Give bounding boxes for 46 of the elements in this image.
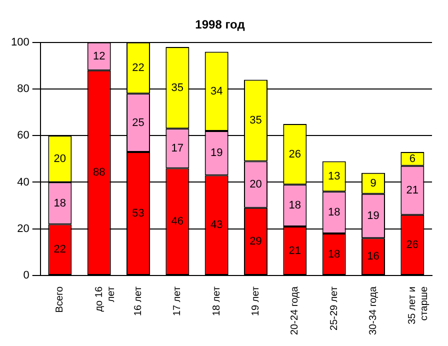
data-label: 22 (54, 244, 66, 256)
x-tick-label: до 16 лет (94, 286, 117, 312)
chart-title: 1998 год (195, 18, 246, 32)
data-label: 18 (328, 206, 340, 219)
data-label: 19 (210, 147, 223, 160)
data-label: 21 (288, 244, 302, 257)
data-label: 53 (132, 207, 144, 220)
x-tick-label: 19 лет (250, 286, 262, 316)
data-label: 22 (132, 62, 144, 74)
data-label: 21 (406, 184, 419, 196)
data-label: 19 (367, 210, 380, 222)
x-tick-label: 16 лет (133, 286, 144, 316)
data-label: 26 (406, 238, 419, 251)
data-label: 20 (250, 178, 262, 191)
data-label: 35 (250, 114, 262, 127)
data-label: 6 (409, 152, 416, 165)
x-tick-label: 18 лет (211, 286, 222, 316)
data-label: 16 (367, 250, 380, 263)
data-label: 18 (288, 200, 302, 212)
data-label: 18 (328, 248, 340, 260)
data-label: 9 (370, 177, 376, 190)
x-tick-label: 17 лет (172, 286, 184, 316)
y-tick-label: 40 (17, 176, 30, 188)
data-label: 20 (54, 152, 66, 165)
data-label: 12 (92, 50, 106, 62)
data-label: 43 (210, 219, 223, 232)
data-label: 18 (54, 197, 66, 210)
data-label: 46 (171, 216, 184, 228)
y-tick-label: 80 (17, 83, 30, 96)
y-tick-label: 60 (17, 130, 30, 142)
data-label: 35 (171, 82, 184, 94)
y-tick-label: 0 (23, 270, 30, 282)
data-label: 17 (171, 142, 184, 154)
x-tick-label: Всего (54, 286, 66, 313)
x-tick-label: 20-24 года (290, 286, 301, 336)
y-tick-label: 20 (17, 222, 30, 235)
data-label: 13 (328, 170, 340, 182)
data-label: 26 (288, 148, 302, 160)
data-label: 25 (132, 116, 144, 129)
data-label: 88 (92, 166, 106, 179)
data-label: 34 (210, 85, 223, 98)
data-label: 29 (250, 235, 262, 248)
x-tick-label: 25-29 лет (328, 286, 340, 330)
y-tick-label: 100 (10, 36, 30, 48)
x-tick-label: 35 лет и старше (407, 286, 430, 324)
x-tick-label: 30-34 года (368, 286, 380, 336)
